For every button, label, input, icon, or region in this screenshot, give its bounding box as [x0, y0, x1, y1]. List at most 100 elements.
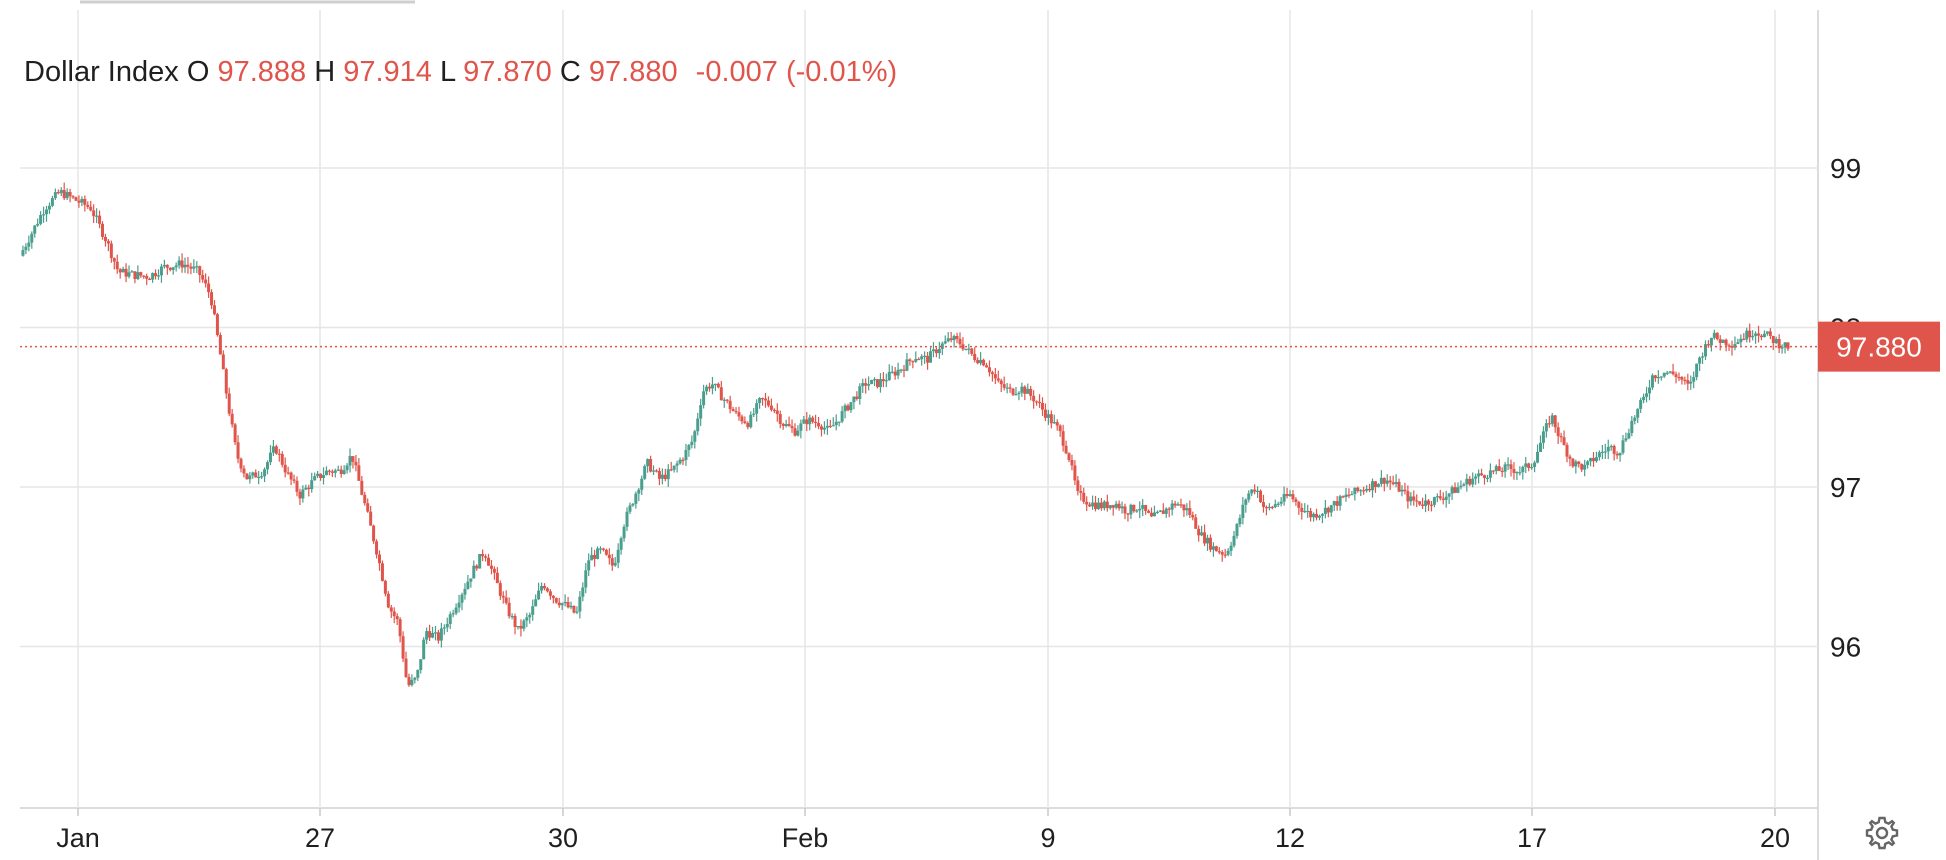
candle-body: [1373, 481, 1377, 487]
candle-body: [519, 625, 523, 629]
candle-body: [1123, 506, 1127, 514]
candle-body: [1406, 491, 1410, 502]
candle-body: [1203, 532, 1207, 544]
candle-body: [218, 335, 222, 355]
candle-body: [1706, 344, 1710, 346]
candle-body: [990, 372, 994, 375]
candle-body: [634, 493, 638, 504]
candle-body: [790, 426, 794, 429]
candle-body: [221, 354, 225, 370]
candle-body: [881, 379, 885, 382]
candle-body: [1309, 510, 1313, 518]
candle-body: [1238, 517, 1242, 525]
candle-body: [743, 421, 747, 424]
candle-body: [1161, 510, 1165, 514]
candle-body: [873, 379, 877, 381]
candle-body: [1695, 363, 1699, 378]
candle-body: [454, 607, 458, 614]
candle-body: [233, 424, 237, 443]
candle-body: [1586, 461, 1590, 465]
candle-body: [354, 461, 358, 466]
candle-body: [1082, 492, 1086, 502]
gear-icon[interactable]: [1864, 815, 1900, 851]
candle-body: [1085, 501, 1089, 505]
candle-body: [1096, 502, 1100, 509]
candle-body: [504, 597, 508, 603]
candle-body: [268, 452, 272, 463]
candle-body: [905, 359, 909, 371]
candle-body: [1017, 392, 1021, 395]
candle-body: [21, 250, 25, 256]
candle-body: [1742, 338, 1746, 340]
candle-body: [1350, 494, 1354, 496]
candle-body: [1388, 480, 1392, 483]
candle-body: [1167, 508, 1171, 510]
candle-body: [999, 380, 1003, 385]
candle-body: [926, 355, 930, 363]
candle-body: [372, 525, 376, 542]
candle-body: [227, 393, 231, 414]
candle-body: [1718, 339, 1722, 343]
candle-body: [1503, 464, 1507, 472]
candle-body: [1070, 459, 1074, 466]
legend-close-value: 97.880: [588, 56, 678, 88]
candle-body: [1315, 513, 1319, 518]
candle-body: [551, 595, 555, 599]
candle-body: [89, 206, 93, 211]
candle-body: [165, 264, 169, 268]
candle-body: [416, 669, 420, 678]
candle-body: [1211, 546, 1215, 550]
candle-body: [861, 383, 865, 387]
candle-body: [563, 601, 567, 604]
candle-body: [1403, 489, 1407, 492]
candle-body: [410, 679, 414, 686]
candle-body: [1733, 343, 1737, 348]
candle-body: [908, 359, 912, 361]
candle-body: [1536, 451, 1540, 463]
candle-body: [1556, 427, 1560, 437]
candle-body: [183, 264, 187, 268]
candle-body: [1111, 505, 1115, 508]
candle-body: [1592, 458, 1596, 462]
candle-body: [304, 487, 308, 490]
candle-body: [1409, 496, 1413, 502]
candle-body: [1126, 513, 1130, 515]
candle-body: [525, 617, 529, 621]
candle-body: [1488, 470, 1492, 478]
candle-body: [1624, 438, 1628, 441]
candle-body: [663, 474, 667, 480]
candle-body: [1500, 470, 1504, 473]
candle-body: [1639, 400, 1643, 409]
candle-body: [1261, 502, 1265, 508]
candle-body: [389, 607, 393, 612]
candle-body: [263, 469, 267, 477]
candle-body: [864, 383, 868, 386]
candle-body: [445, 623, 449, 628]
candle-body: [80, 198, 84, 203]
candle-body: [109, 243, 113, 259]
candle-body: [280, 454, 284, 465]
candle-body: [1320, 514, 1324, 516]
candle-body: [1450, 487, 1454, 494]
candle-body: [151, 273, 155, 280]
candle-body: [215, 314, 219, 336]
candle-body: [1698, 357, 1702, 364]
candle-body: [604, 549, 608, 555]
candle-body: [766, 400, 770, 406]
x-tick-label: 12: [1275, 823, 1305, 853]
candle-body: [1538, 442, 1542, 452]
candle-body: [395, 616, 399, 620]
candle-body: [1429, 504, 1433, 506]
candle-body: [1674, 374, 1678, 377]
candle-body: [652, 470, 656, 472]
candle-body: [1506, 464, 1510, 466]
candle-body: [156, 275, 160, 277]
candle-body: [333, 470, 337, 473]
candle-body: [1020, 386, 1024, 393]
candle-body: [1418, 501, 1422, 505]
candle-body: [1762, 333, 1766, 338]
candle-body: [33, 225, 37, 234]
candle-body: [1677, 376, 1681, 379]
candle-body: [1427, 500, 1431, 505]
